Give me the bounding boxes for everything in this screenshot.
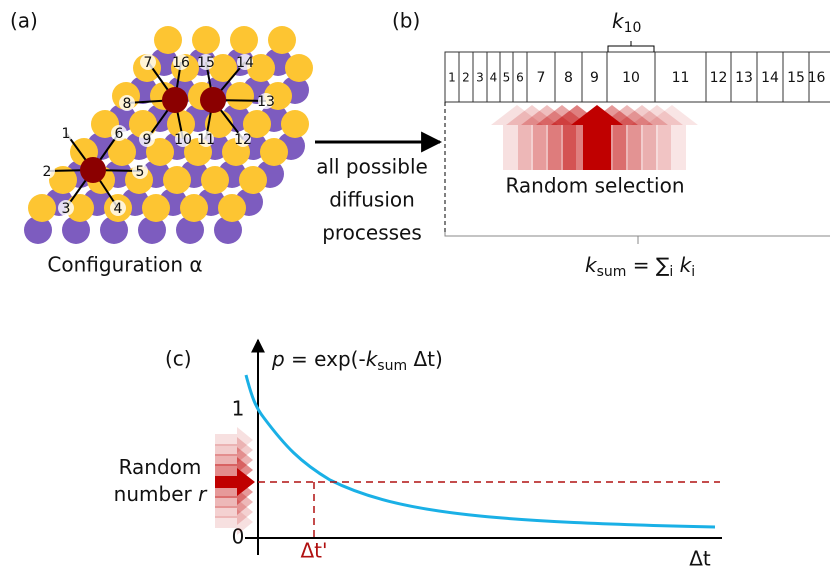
yellow-atom bbox=[28, 194, 56, 222]
box-label: 10 bbox=[622, 70, 640, 86]
yellow-atom bbox=[142, 194, 170, 222]
text-part: = ∑ bbox=[626, 253, 669, 277]
panel-label: (c) bbox=[165, 347, 192, 371]
box-label: 11 bbox=[672, 70, 690, 86]
red-atom bbox=[162, 87, 188, 113]
neighbor-label: 2 bbox=[43, 164, 52, 180]
text-part: i bbox=[691, 264, 695, 280]
neighbor-label: 6 bbox=[115, 126, 124, 142]
box-label: 15 bbox=[787, 70, 805, 86]
sum-formula: ksum = ∑i ki bbox=[585, 253, 695, 281]
x-axis-label: Δt bbox=[689, 547, 711, 569]
text-part: number bbox=[114, 482, 198, 506]
neighbor-label: 12 bbox=[234, 132, 252, 148]
yellow-atom bbox=[218, 194, 246, 222]
box-label: 13 bbox=[735, 70, 753, 86]
figure: 12345678910111213141516 (a) Configuratio… bbox=[0, 0, 830, 569]
box-label: 7 bbox=[537, 70, 546, 86]
yellow-atom bbox=[230, 26, 258, 54]
neighbor-label: 11 bbox=[197, 132, 215, 148]
box-label: 9 bbox=[590, 70, 599, 86]
k10-label: k10 bbox=[612, 9, 641, 37]
box-label: 14 bbox=[761, 70, 779, 86]
arrow-text: processes bbox=[322, 221, 422, 245]
neighbor-label: 9 bbox=[143, 132, 152, 148]
yellow-atom bbox=[226, 82, 254, 110]
yellow-atom bbox=[201, 166, 229, 194]
neighbor-label: 7 bbox=[144, 55, 153, 71]
text-part: k bbox=[673, 253, 692, 277]
yellow-atom bbox=[180, 194, 208, 222]
formula: p = exp(-ksum Δt) bbox=[271, 347, 443, 375]
random-arrows bbox=[215, 427, 255, 535]
box-label: 12 bbox=[710, 70, 728, 86]
neighbor-label: 15 bbox=[197, 55, 215, 71]
neighbor-label: 13 bbox=[257, 94, 275, 110]
neighbor-label: 4 bbox=[114, 201, 123, 217]
box-label: 16 bbox=[808, 70, 826, 86]
yellow-atom bbox=[154, 26, 182, 54]
arrow-text: all possible bbox=[316, 155, 428, 179]
box-label: 1 bbox=[448, 71, 456, 85]
yellow-atom bbox=[268, 26, 296, 54]
sum-brace bbox=[445, 232, 830, 244]
neighbor-label: 5 bbox=[136, 164, 145, 180]
neighbor-label: 3 bbox=[62, 201, 71, 217]
text-part: sum bbox=[597, 264, 627, 280]
box-label: 3 bbox=[476, 71, 484, 85]
bracket bbox=[608, 41, 654, 52]
dt-prime: Δt' bbox=[300, 539, 327, 563]
tick-label: 1 bbox=[232, 397, 245, 421]
box-label: 4 bbox=[490, 71, 498, 85]
box-label: 6 bbox=[516, 71, 524, 85]
selection-arrows bbox=[491, 105, 698, 170]
text-part: r bbox=[198, 482, 208, 506]
text-part: p bbox=[271, 347, 285, 371]
yellow-atom bbox=[192, 26, 220, 54]
yellow-atom bbox=[285, 54, 313, 82]
curve bbox=[246, 375, 715, 527]
caption: Configuration α bbox=[47, 253, 202, 277]
text-part: 10 bbox=[624, 20, 642, 36]
random-label: number r bbox=[114, 482, 208, 506]
box-label: 8 bbox=[564, 70, 573, 86]
box-label: 2 bbox=[462, 71, 470, 85]
red-atom bbox=[80, 157, 106, 183]
selection-label: Random selection bbox=[505, 174, 684, 198]
yellow-atom bbox=[260, 138, 288, 166]
neighbor-label: 14 bbox=[236, 55, 254, 71]
yellow-atom bbox=[239, 166, 267, 194]
panel-label: (b) bbox=[392, 9, 420, 33]
neighbor-label: 16 bbox=[172, 55, 190, 71]
text-part: sum bbox=[377, 358, 407, 374]
text-part: = exp(- bbox=[285, 347, 366, 371]
yellow-atom bbox=[163, 166, 191, 194]
arrow-text: diffusion bbox=[329, 188, 415, 212]
text-part: Δt) bbox=[407, 347, 443, 371]
text-part: Random bbox=[119, 455, 202, 479]
neighbor-label: 8 bbox=[123, 96, 132, 112]
rate-boxes: 12345678910111213141516 bbox=[445, 52, 830, 102]
box-label: 5 bbox=[503, 71, 511, 85]
random-label: Random bbox=[119, 455, 202, 479]
red-atom bbox=[200, 87, 226, 113]
panel-label: (a) bbox=[10, 9, 38, 33]
yellow-atom bbox=[281, 110, 309, 138]
neighbor-label: 1 bbox=[62, 126, 71, 142]
neighbor-label: 10 bbox=[174, 132, 192, 148]
